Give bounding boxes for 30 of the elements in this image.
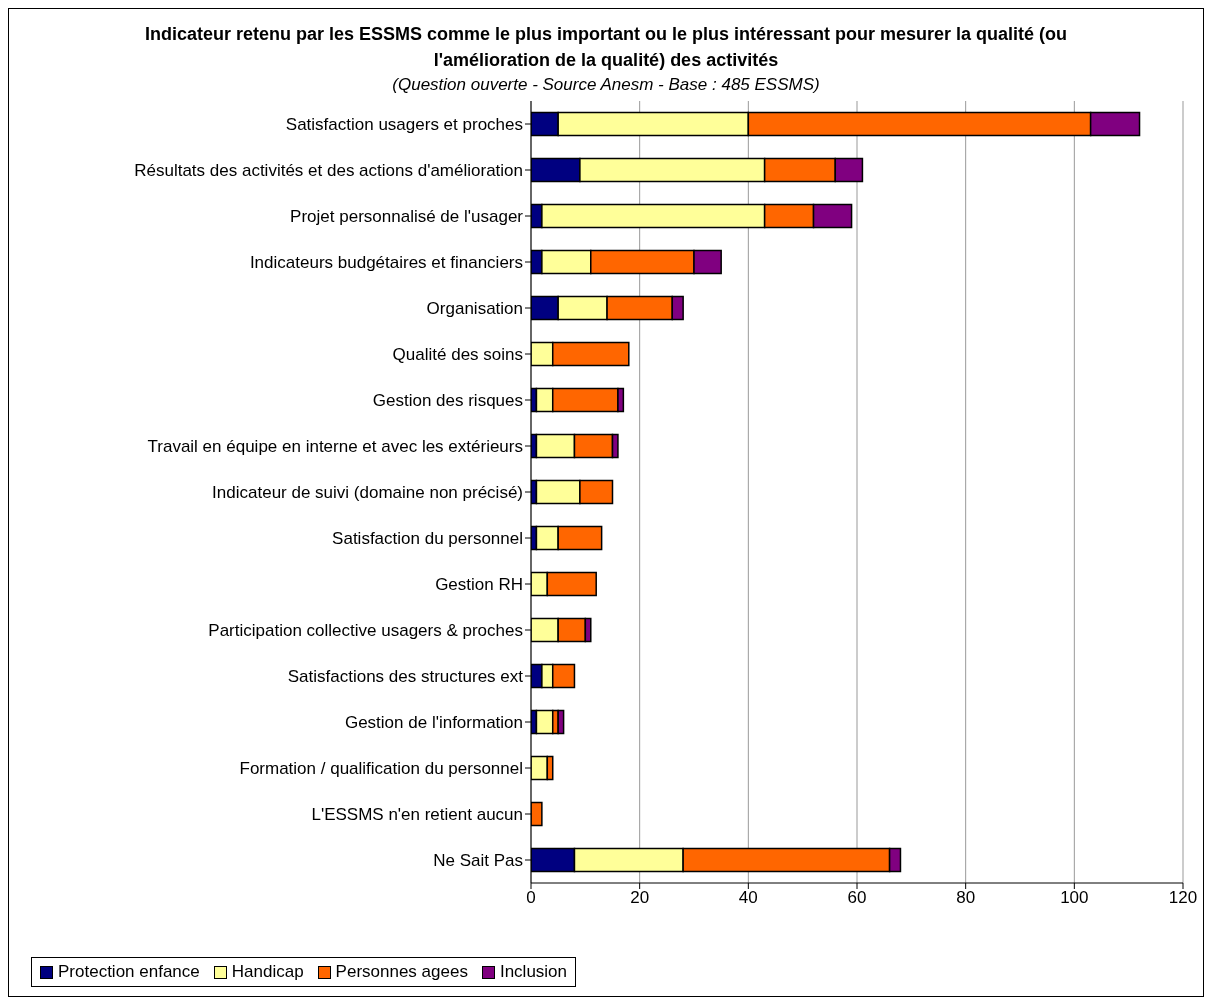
x-tick-label: 20 xyxy=(630,888,650,908)
y-tick-label: Satisfaction du personnel xyxy=(332,529,523,549)
legend-label: Protection enfance xyxy=(57,962,200,982)
y-tick-label: Organisation xyxy=(426,299,523,319)
y-tick-label: Qualité des soins xyxy=(392,345,523,365)
legend-label: Inclusion xyxy=(498,962,568,982)
y-tick-label: Formation / qualification du personnel xyxy=(239,759,523,779)
y-tick-label: Satisfaction usagers et proches xyxy=(285,115,523,135)
legend-label: Handicap xyxy=(230,962,304,982)
y-tick-label: L'ESSMS n'en retient aucun xyxy=(311,805,523,825)
x-tick-label: 80 xyxy=(956,888,976,908)
x-tick-label: 0 xyxy=(526,888,536,908)
x-tick-label: 40 xyxy=(738,888,758,908)
y-tick-label: Gestion des risques xyxy=(372,391,523,411)
y-tick-label: Résultats des activités et des actions d'amélioration xyxy=(134,161,523,181)
chart-subtitle: (Question ouverte - Source Anesm - Base : 485 ESSMS) xyxy=(391,74,821,96)
y-tick-label: Ne Sait Pas xyxy=(433,851,523,871)
x-tick-label: 100 xyxy=(1060,888,1089,908)
legend-label: Personnes agees xyxy=(334,962,468,982)
y-tick-label: Projet personnalisé de l'usager xyxy=(290,207,524,227)
y-tick-label: Satisfactions des structures ext xyxy=(287,667,524,687)
chart-title: Indicateur retenu par les ESSMS comme le plus important ou le plus intéressant pour mesurer la qualité (ou l'amélioration de la qualité) des activités xyxy=(143,23,1069,72)
y-tick-label: Gestion de l'information xyxy=(344,713,523,733)
y-tick-label: Travail en équipe en interne et avec les extérieurs xyxy=(147,437,523,457)
y-tick-label: Indicateur de suivi (domaine non précisé) xyxy=(212,483,523,503)
y-tick-label: Indicateurs budgétaires et financiers xyxy=(249,253,523,273)
x-tick-label: 120 xyxy=(1168,888,1198,908)
x-tick-label: 60 xyxy=(847,888,867,908)
y-tick-label: Participation collective usagers & proches xyxy=(208,621,523,641)
y-tick-label: Gestion RH xyxy=(435,575,523,595)
